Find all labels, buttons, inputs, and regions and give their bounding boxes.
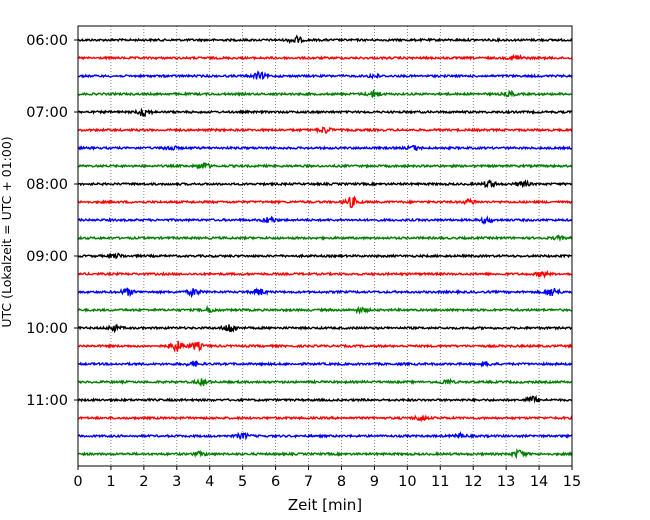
x-tick-label: 9 xyxy=(370,474,379,490)
trace-0930 xyxy=(77,287,573,299)
trace-0600 xyxy=(77,34,573,45)
x-tick-label: 2 xyxy=(139,474,148,490)
trace-0945 xyxy=(78,304,573,315)
x-tick-label: 3 xyxy=(172,474,181,490)
x-tick-label: 4 xyxy=(205,474,214,490)
x-tick-label: 5 xyxy=(238,474,247,490)
x-tick-label: 1 xyxy=(106,474,115,490)
trace-0900 xyxy=(77,252,573,260)
trace-0915 xyxy=(77,269,573,279)
x-tick-label: 6 xyxy=(271,474,280,490)
y-tick-label: 07:00 xyxy=(26,105,68,121)
trace-0645 xyxy=(77,89,573,98)
x-tick-label: 10 xyxy=(398,474,416,490)
y-tick-label: 09:00 xyxy=(26,249,68,265)
plot-frame xyxy=(77,25,573,467)
trace-1130 xyxy=(77,430,573,441)
trace-0615 xyxy=(77,53,573,61)
trace-1030 xyxy=(77,360,573,368)
y-axis-label: UTC (Lokalzeit = UTC + 01:00) xyxy=(0,136,14,327)
trace-0700 xyxy=(77,107,573,117)
trace-0815 xyxy=(77,195,573,209)
x-tick-label: 14 xyxy=(530,474,548,490)
x-tick-label: 0 xyxy=(73,474,82,490)
trace-1015 xyxy=(77,340,573,353)
trace-0715 xyxy=(77,126,573,135)
trace-0830 xyxy=(77,215,573,225)
trace-layer xyxy=(77,34,573,460)
grid-layer xyxy=(110,26,540,466)
trace-1100 xyxy=(77,394,573,404)
y-tick-label: 08:00 xyxy=(26,177,68,193)
trace-0730 xyxy=(77,144,573,152)
trace-0800 xyxy=(77,179,573,189)
trace-1115 xyxy=(77,414,573,423)
trace-0745 xyxy=(77,162,573,170)
trace-0845 xyxy=(77,234,573,243)
trace-0630 xyxy=(77,70,573,81)
y-tick-label: 06:00 xyxy=(26,33,68,49)
tick-layer: 0 1 2 3 4 5 6 7 8 9 10 11 12 13 14 1506:0007:0008:0009:… xyxy=(26,33,581,490)
trace-1045 xyxy=(77,377,573,388)
x-tick-label: 7 xyxy=(304,474,313,490)
x-tick-label: 15 xyxy=(563,474,581,490)
x-tick-label: 13 xyxy=(497,474,515,490)
y-tick-label: 10:00 xyxy=(26,321,68,337)
x-tick-label: 12 xyxy=(464,474,482,490)
trace-1145 xyxy=(77,447,573,460)
y-tick-label: 11:00 xyxy=(26,393,68,409)
x-axis-label: Zeit [min] xyxy=(288,496,362,514)
trace-1000 xyxy=(77,323,573,334)
x-tick-label: 11 xyxy=(431,474,449,490)
x-tick-label: 8 xyxy=(337,474,346,490)
